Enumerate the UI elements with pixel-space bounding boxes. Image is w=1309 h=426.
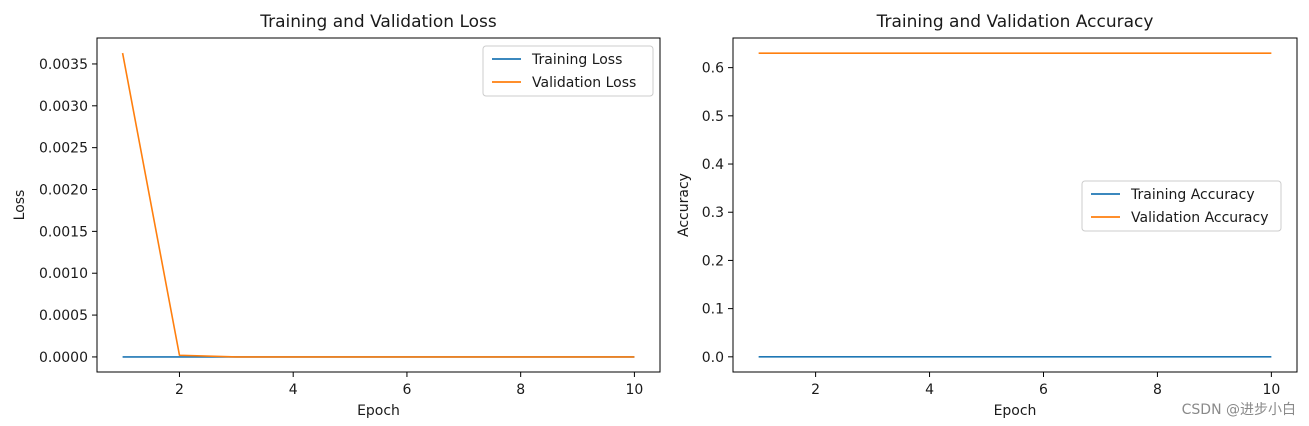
loss-x-tick-label: 2: [175, 382, 184, 398]
loss-y-axis-label: Loss: [12, 190, 28, 221]
accuracy-x-tick-label: 10: [1262, 382, 1280, 398]
accuracy-legend-label-1: Training Accuracy: [1130, 187, 1255, 203]
loss-y-tick-label: 0.0020: [39, 183, 88, 199]
loss-y-tick-label: 0.0015: [39, 224, 88, 240]
accuracy-chart-title: Training and Validation Accuracy: [876, 12, 1154, 32]
loss-legend-label-1: Training Loss: [531, 52, 622, 68]
loss-chart: Training and Validation Loss 2 4 6 8 10 0.0000…: [12, 12, 661, 419]
loss-y-tick-label: 0.0025: [39, 141, 88, 157]
loss-x-tick-label: 10: [625, 382, 643, 398]
loss-legend-box: [482, 45, 654, 97]
accuracy-x-tick-label: 6: [1039, 382, 1048, 398]
accuracy-x-tick-label: 8: [1153, 382, 1162, 398]
loss-x-tick-label: 6: [402, 382, 411, 398]
accuracy-y-tick-label: 0.5: [702, 109, 724, 125]
loss-y-tick-label: 0.0005: [39, 308, 88, 324]
loss-x-tick-label: 8: [516, 382, 525, 398]
accuracy-x-tick-label: 2: [811, 382, 820, 398]
loss-y-tick-label: 0.0000: [39, 350, 88, 366]
loss-y-tick-label: 0.0030: [39, 99, 88, 115]
accuracy-y-tick-label: 0.3: [702, 205, 724, 221]
accuracy-x-axis-label: Epoch: [994, 403, 1037, 419]
accuracy-y-tick-label: 0.0: [702, 350, 724, 366]
accuracy-chart: Training and Validation Accuracy 2 4 6 8 10 0.…: [676, 12, 1298, 419]
accuracy-axes-frame: [732, 37, 1298, 373]
accuracy-y-axis-label: Accuracy: [676, 173, 692, 237]
loss-y-tick-label: 0.0035: [39, 57, 88, 73]
accuracy-y-tick-label: 0.6: [702, 61, 724, 77]
loss-chart-title: Training and Validation Loss: [259, 12, 497, 32]
accuracy-y-tick-label: 0.4: [702, 157, 724, 173]
accuracy-y-tick-label: 0.2: [702, 253, 724, 269]
accuracy-y-tick-label: 0.1: [702, 302, 724, 318]
accuracy-legend-label-2: Validation Accuracy: [1131, 210, 1269, 226]
accuracy-x-tick-label: 4: [925, 382, 934, 398]
accuracy-legend-box: [1081, 180, 1282, 232]
loss-y-tick-label: 0.0010: [39, 266, 88, 282]
loss-axes-frame: [96, 37, 661, 373]
loss-x-axis-label: Epoch: [357, 403, 400, 419]
loss-series-line-2: [121, 52, 635, 358]
loss-x-tick-label: 4: [289, 382, 298, 398]
watermark: CSDN @进步小白: [1182, 402, 1296, 418]
loss-legend-label-2: Validation Loss: [532, 75, 636, 91]
